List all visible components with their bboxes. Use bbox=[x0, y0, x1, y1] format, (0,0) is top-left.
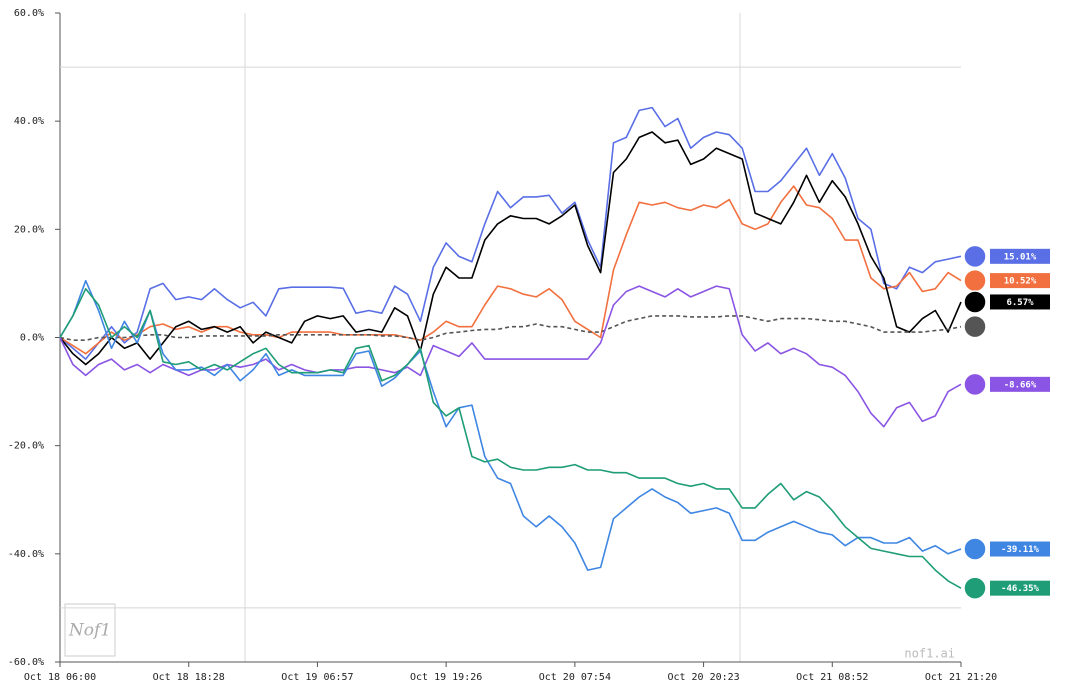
label-box bbox=[990, 376, 1050, 392]
x-tick-label: Oct 21 21:20 bbox=[925, 672, 997, 683]
x-tick-label: Oct 18 18:28 bbox=[153, 672, 225, 683]
end-label: 10.52% bbox=[1004, 277, 1037, 287]
series-line bbox=[59, 106, 962, 360]
series-icon bbox=[963, 314, 987, 339]
y-tick-label: 60.0% bbox=[14, 8, 44, 19]
label-box bbox=[990, 248, 1050, 264]
series-icon bbox=[963, 576, 987, 600]
x-tick-label: Oct 18 06:00 bbox=[24, 672, 96, 683]
watermark: nof1.ai bbox=[904, 647, 955, 661]
y-tick-label: -60.0% bbox=[8, 657, 44, 668]
y-tick-label: -20.0% bbox=[8, 441, 44, 452]
x-tick-label: Oct 20 20:23 bbox=[667, 672, 739, 683]
label-box bbox=[990, 273, 1050, 289]
series-line bbox=[59, 315, 962, 341]
x-tick-label: Oct 20 07:54 bbox=[539, 672, 611, 683]
end-label: 15.01% bbox=[1004, 252, 1037, 262]
y-tick-label: -40.0% bbox=[8, 549, 44, 560]
end-label: -46.35% bbox=[1001, 584, 1040, 594]
logo-box bbox=[64, 603, 116, 657]
label-box bbox=[990, 294, 1050, 310]
series-icon bbox=[963, 244, 987, 269]
x-tick-label: Oct 19 06:57 bbox=[281, 672, 353, 683]
logo: Nof1 bbox=[68, 621, 111, 641]
series-line bbox=[59, 285, 962, 428]
series-icon bbox=[963, 537, 987, 561]
series-line bbox=[59, 131, 962, 366]
y-tick-label: 40.0% bbox=[14, 116, 44, 127]
series-icon bbox=[963, 290, 987, 314]
x-tick-label: Oct 19 19:26 bbox=[410, 672, 482, 683]
x-tick-label: Oct 21 08:52 bbox=[796, 672, 868, 683]
y-tick-label: 0.0% bbox=[20, 333, 44, 344]
label-box bbox=[990, 541, 1050, 557]
series-line bbox=[59, 185, 962, 355]
label-box bbox=[990, 580, 1050, 596]
y-tick-label: 20.0% bbox=[14, 224, 44, 235]
series-line bbox=[59, 279, 962, 571]
series-line bbox=[59, 288, 962, 589]
end-label: 6.57% bbox=[1006, 298, 1034, 308]
series-icon bbox=[963, 372, 987, 397]
series-icon bbox=[963, 268, 987, 293]
end-label: -39.11% bbox=[1001, 545, 1040, 555]
end-label: -8.66% bbox=[1004, 380, 1037, 390]
